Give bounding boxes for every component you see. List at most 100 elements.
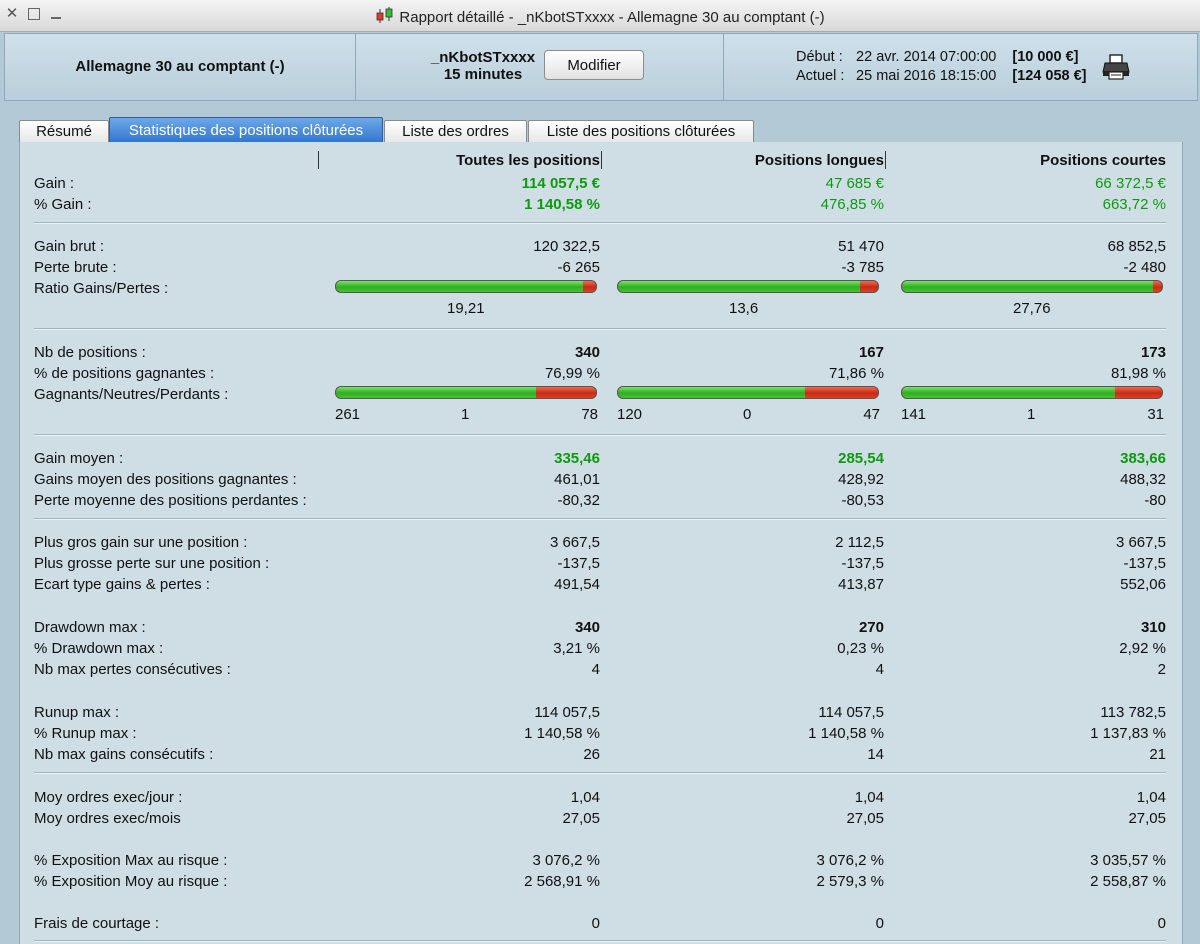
bar-gain-fill [618,281,860,292]
tab-resume[interactable]: Résumé [19,120,109,143]
stat-value-all: 3 667,5 [549,534,600,551]
stat-value-short: 0 [1157,915,1166,932]
current-label: Actuel : [796,68,845,84]
stat-label: Nb max gains consécutifs : [34,746,214,763]
stat-row-exp-avg: % Exposition Moy au risque : 2 568,91 % 2 … [20,871,1182,892]
column-resize-handle[interactable] [885,151,886,169]
current-line: Actuel : 25 mai 2016 18:15:00 [124 058 €… [796,68,1087,84]
instrument-name: Allemagne 30 au comptant (-) [75,58,285,75]
stat-label: Runup max : [34,704,120,721]
ratio-bar-short [901,280,1163,293]
stat-value-all: -137,5 [557,555,600,572]
stat-value-long: 0,23 % [837,640,884,657]
period-cell: Début : 22 avr. 2014 07:00:00 [10 000 €]… [724,34,1197,100]
stat-value-all: 340 [574,344,600,361]
stat-row-gross-gain: Gain brut : 120 322,5 51 470 68 852,5 [20,236,1182,257]
stat-value-short: 552,06 [1120,576,1166,593]
stat-row-max-loss: Plus grosse perte sur une position : -137… [20,553,1182,574]
stat-value-long: 413,87 [838,576,884,593]
stat-row-ratio: Ratio Gains/Pertes : 19,21 13,6 27,76 [20,278,1182,320]
modify-button[interactable]: Modifier [544,50,644,80]
tab-orders-list[interactable]: Liste des ordres [384,120,527,143]
stat-value-long: 71,86 % [828,365,884,382]
stat-row-fees: Frais de courtage : 0 0 0 [20,913,1182,934]
tab-closed-positions-list[interactable]: Liste des positions clôturées [528,120,754,143]
bar-losers-fill [805,387,878,398]
stat-value-all: 2 568,91 % [524,873,600,890]
stat-label: Plus gros gain sur une position : [34,534,248,551]
stat-value-long: 0 [875,915,884,932]
current-date: 25 mai 2016 18:15:00 [856,68,997,84]
stat-row-max-gain: Plus gros gain sur une position : 3 667,5… [20,532,1182,553]
ratio-value-all: 19,21 [447,300,485,317]
ratio-value-long: 13,6 [729,300,759,317]
start-label: Début : [796,49,843,65]
stat-value-long: 51 470 [838,238,884,255]
stat-value-long: 4 [875,661,884,678]
stat-value-short: 113 782,5 [1100,704,1166,721]
stat-value-all: 27,05 [562,810,600,827]
stat-value-long: 27,05 [846,810,884,827]
stat-label: Drawdown max : [34,619,146,636]
stat-value-all: 76,99 % [544,365,600,382]
stat-value-short: 1,04 [1136,789,1166,806]
title-bar: ✕ Rapport détaillé - _nKbotSTxxxx - Alle… [0,0,1200,32]
stat-row-max-cons-gains: Nb max gains consécutifs : 26 14 21 [20,744,1182,765]
close-icon[interactable]: ✕ [5,5,19,22]
stat-label: Nb de positions : [34,344,146,361]
printer-icon[interactable] [1102,54,1130,80]
stat-value-all: 335,46 [554,450,600,467]
stat-value-short: 310 [1140,619,1166,636]
tab-closed-positions-stats[interactable]: Statistiques des positions clôturées [109,117,383,143]
minimize-icon[interactable] [48,6,64,22]
stat-row-std-dev: Ecart type gains & pertes : 491,54 413,87 5… [20,574,1182,595]
stat-label: Moy ordres exec/mois [34,810,181,827]
bar-loss-fill [583,281,596,292]
stat-value-short: 21 [1149,746,1166,763]
stat-value-short: -80 [1144,492,1166,509]
stat-value-all: 3,21 % [553,640,600,657]
stat-row-runup-max: Runup max : 114 057,5 114 057,5 113 782,5 [20,702,1182,723]
stat-row-pct-gain: % Gain : 1 140,58 % 476,85 % 663,72 % [20,194,1182,215]
neutral-count-long: 0 [743,406,752,423]
stat-value-long: 1,04 [854,789,884,806]
window-title: Rapport détaillé - _nKbotSTxxxx - Allema… [399,9,825,26]
wnl-bar-all [335,386,597,399]
stat-label: Plus grosse perte sur une position : [34,555,270,572]
stat-value-short: 2,92 % [1119,640,1166,657]
bar-winners-fill [902,387,1116,398]
stat-label: Gain moyen : [34,450,124,467]
stat-value-all: 1 140,58 % [524,196,600,213]
column-resize-handle[interactable] [601,151,602,169]
maximize-icon[interactable] [26,6,42,22]
bar-losers-fill [1115,387,1162,398]
timeframe: 15 minutes [443,66,523,83]
stat-label: Ecart type gains & pertes : [34,576,210,593]
stat-value-short: 1 137,83 % [1090,725,1166,742]
stat-label: Gagnants/Neutres/Perdants : [34,386,229,403]
instrument-cell: Allemagne 30 au comptant (-) [5,34,356,100]
stat-label: % Drawdown max : [34,640,164,657]
section-divider [34,223,1166,224]
stat-value-short: 3 035,57 % [1090,852,1166,869]
column-resize-handle[interactable] [318,151,319,169]
stat-label: Perte moyenne des positions perdantes : [34,492,307,509]
stat-row-pct-dd-max: % Drawdown max : 3,21 % 0,23 % 2,92 % [20,638,1182,659]
section-divider [34,329,1166,330]
stat-value-all: 0 [591,915,600,932]
stat-value-short: 173 [1140,344,1166,361]
section-divider [34,435,1166,436]
stat-value-long: 167 [858,344,884,361]
stat-value-long: -3 785 [841,259,884,276]
stat-value-all: 114 057,5 [534,704,600,721]
bot-name: _nKbotSTxxxx [430,49,536,66]
stat-row-max-cons-losses: Nb max pertes consécutives : 4 4 2 [20,659,1182,680]
stat-label: Moy ordres exec/jour : [34,789,183,806]
stat-value-all: 120 322,5 [533,238,600,255]
stat-value-all: 3 076,2 % [532,852,600,869]
stat-label: Gains moyen des positions gagnantes : [34,471,297,488]
start-capital: [10 000 €] [1012,49,1079,65]
stat-value-short: 66 372,5 € [1095,175,1166,192]
section-divider [34,519,1166,520]
stat-row-exp-max: % Exposition Max au risque : 3 076,2 % 3 0… [20,850,1182,871]
